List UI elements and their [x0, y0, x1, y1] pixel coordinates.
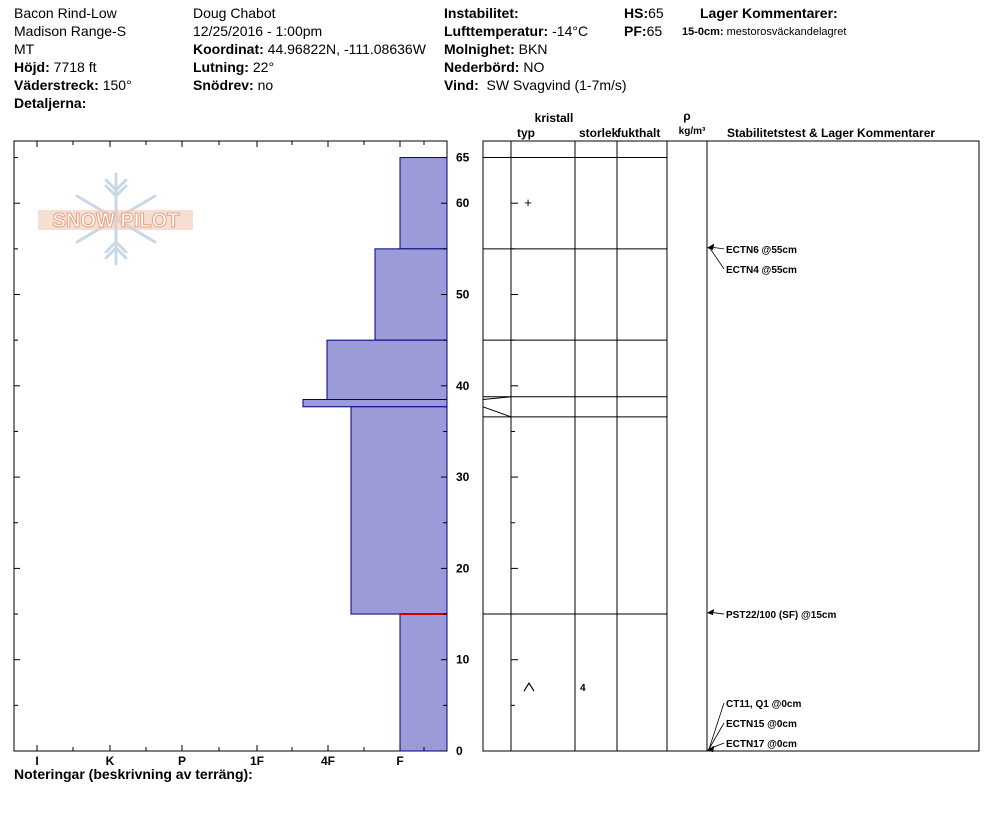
stability-test-label: ECTN4 @55cm	[726, 265, 797, 276]
column-headers: kristall typ storlek fukthalt ρ kg/m³ St…	[517, 109, 935, 140]
layer-comment: 15-0cm: mestorosväckandelagret	[682, 26, 847, 38]
crystal-type-symbol: +	[524, 195, 532, 210]
layer-table-frame	[482, 140, 980, 752]
depth-tick-label: 65	[456, 151, 470, 165]
logo-text: SNOW PILOT	[53, 210, 180, 232]
header-kristall: kristall	[535, 111, 574, 125]
terrain-notes-label: Noteringar (beskrivning av terräng):	[14, 766, 253, 782]
hardness-bar	[350, 406, 448, 615]
header-col-weather: Instabilitet: Lufttemperatur: -14°C Moln…	[444, 4, 627, 94]
hardness-tick-label: F	[396, 754, 403, 768]
header-typ: typ	[517, 126, 535, 140]
depth-tick-label: 30	[456, 470, 470, 484]
header-col-depths: HS:65 PF:65	[624, 4, 664, 40]
header-density-unit: kg/m³	[679, 126, 706, 137]
location: Bacon Rind-Low	[14, 5, 117, 21]
sky: Molnighet: BKN	[444, 41, 548, 57]
depth-tick-label: 20	[456, 561, 470, 575]
hardness-bar	[302, 398, 448, 408]
hardness-bar	[399, 157, 448, 250]
hs: HS:65	[624, 5, 664, 21]
wind: Vind: SW Svagvind (1-7m/s)	[444, 77, 627, 93]
instability: Instabilitet:	[444, 5, 519, 21]
drift: Snödrev: no	[193, 77, 274, 93]
table-depth-ticks	[511, 157, 518, 706]
header-rho: ρ	[683, 109, 690, 123]
stability-test-label: PST22/100 (SF) @15cm	[726, 610, 836, 621]
test-arrow-icon	[707, 609, 714, 616]
range: Madison Range-S	[14, 23, 127, 39]
stability-tests: CT11, Q1 @0cm ECTN15 @0cm ECTN17 @0cm PST22…	[707, 243, 836, 752]
header-fukthalt: fukthalt	[617, 126, 660, 140]
details: Detaljerna:	[14, 95, 87, 111]
depth-tick-label: 40	[456, 379, 470, 393]
hardness-bar	[326, 339, 448, 400]
pf: PF:65	[624, 23, 663, 39]
depth-tick-label: 60	[456, 196, 470, 210]
header-col-location: Bacon Rind-Low Madison Range-S MT Höjd: …	[14, 4, 132, 112]
hardness-bars	[302, 157, 448, 752]
test-arrow-icon	[707, 243, 714, 250]
test-leader-line	[708, 722, 725, 750]
header-stability: Stabilitetstest & Lager Kommentarer	[727, 126, 935, 140]
depth-tick-label: 50	[456, 288, 470, 302]
depth-tick-label: 10	[456, 653, 470, 667]
hardness-tick-label: 1F	[250, 754, 264, 768]
stability-test-label: CT11, Q1 @0cm	[726, 699, 801, 710]
snowpilot-logo: SNOW PILOT	[38, 172, 193, 266]
hardness-bar	[374, 248, 448, 341]
depth-axis: 0 10 20 30 40 50 60 65	[14, 151, 470, 758]
datetime: 12/25/2016 - 1:00pm	[193, 23, 323, 39]
layer-connector	[482, 406, 512, 418]
header-storlek: storlek	[579, 126, 619, 140]
coordinates: Koordinat: 44.96822N, -111.08636W	[193, 41, 426, 57]
air-temp: Lufttemperatur: -14°C	[444, 23, 589, 39]
hardness-axis: I K P 1F 4F F	[35, 141, 425, 768]
stability-test-label: ECTN6 @55cm	[726, 245, 797, 256]
test-arrow-icon	[707, 746, 714, 752]
hardness-tick-label: P	[178, 754, 186, 768]
hardness-tick-label: I	[35, 754, 38, 768]
layer-connector	[482, 396, 512, 400]
slope: Lutning: 22°	[193, 59, 275, 75]
header-col-observer: Doug Chabot 12/25/2016 - 1:00pm Koordina…	[193, 4, 426, 94]
layer-comments-title: Lager Kommentarer:	[700, 5, 838, 21]
precip: Nederbörd: NO	[444, 59, 545, 75]
state: MT	[14, 41, 35, 57]
crystal-depth-hoar-icon	[523, 681, 535, 692]
stability-test-label: ECTN15 @0cm	[726, 719, 797, 730]
elevation: Höjd: 7718 ft	[14, 59, 97, 75]
test-leader-line	[708, 702, 725, 750]
hardness-tick-label: 4F	[321, 754, 335, 768]
aspect: Väderstreck: 150°	[14, 77, 132, 93]
crystal-cells: +4	[523, 195, 586, 694]
hardness-bar	[399, 613, 448, 752]
depth-tick-label: 0	[456, 744, 463, 758]
hardness-tick-label: K	[106, 754, 115, 768]
crystal-size-value: 4	[580, 683, 586, 694]
test-leader-line	[708, 246, 725, 270]
layer-boundaries	[482, 157, 667, 615]
observer: Doug Chabot	[193, 5, 276, 21]
stability-test-label: ECTN17 @0cm	[726, 739, 797, 750]
